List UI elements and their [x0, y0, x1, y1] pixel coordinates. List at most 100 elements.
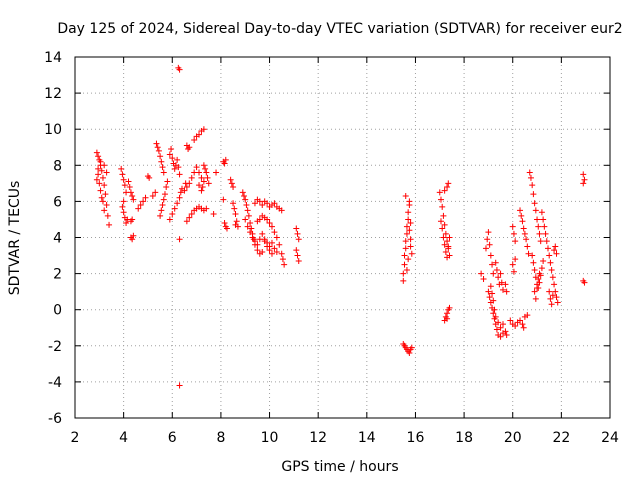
data-point	[161, 191, 168, 198]
data-point	[188, 174, 195, 181]
data-point	[120, 198, 127, 205]
data-point	[186, 214, 193, 221]
data-point	[553, 294, 560, 301]
data-point	[96, 180, 103, 187]
data-point	[242, 216, 249, 223]
data-point	[254, 241, 261, 248]
x-tick-label: 8	[216, 430, 225, 446]
data-point	[484, 236, 491, 243]
data-point	[248, 225, 255, 232]
data-point	[442, 248, 449, 255]
data-point	[125, 178, 132, 185]
data-point	[493, 326, 500, 333]
data-point	[485, 229, 492, 236]
data-point	[520, 225, 527, 232]
axis-ticks	[74, 56, 611, 419]
data-point	[203, 205, 210, 212]
data-point	[259, 248, 266, 255]
data-point	[233, 218, 240, 225]
data-point	[492, 259, 499, 266]
data-point	[541, 223, 548, 230]
data-point	[517, 207, 524, 214]
data-point	[130, 232, 137, 239]
x-tick-label: 10	[261, 430, 279, 446]
x-tick-label: 18	[455, 430, 473, 446]
data-point	[278, 250, 285, 257]
data-point	[142, 194, 149, 201]
data-point	[99, 198, 106, 205]
y-tick-label: 6	[53, 194, 62, 210]
data-point	[551, 247, 558, 254]
data-point	[202, 165, 209, 172]
data-point	[98, 194, 105, 201]
data-point	[247, 220, 254, 227]
data-point	[276, 241, 283, 248]
data-point	[402, 238, 409, 245]
data-point	[509, 223, 516, 230]
data-point	[168, 146, 175, 153]
data-point	[106, 221, 113, 228]
data-point	[259, 202, 266, 209]
data-point	[153, 140, 160, 147]
data-point	[536, 230, 543, 237]
data-point	[93, 149, 100, 156]
data-point	[542, 230, 549, 237]
data-point	[221, 160, 228, 167]
data-point	[281, 261, 288, 268]
data-point	[492, 313, 499, 320]
data-point	[405, 216, 412, 223]
data-point	[261, 236, 268, 243]
data-point	[135, 205, 142, 212]
data-point	[524, 312, 531, 319]
data-point	[157, 212, 164, 219]
y-tick-labels: -6 -4 -2 0 2 4 6 8 10 12 14	[44, 50, 62, 427]
data-point	[203, 169, 210, 176]
data-point	[268, 223, 275, 230]
data-point	[174, 156, 181, 163]
data-point	[502, 281, 509, 288]
data-point	[581, 176, 588, 183]
data-point	[403, 223, 410, 230]
data-point	[402, 245, 409, 252]
data-point	[442, 230, 449, 237]
data-point	[408, 344, 415, 351]
data-point	[171, 165, 178, 172]
data-point	[239, 189, 246, 196]
x-tick-label: 16	[407, 430, 425, 446]
data-point	[176, 382, 183, 389]
data-point	[121, 182, 128, 189]
data-point	[497, 324, 504, 331]
data-point	[266, 220, 273, 227]
data-point	[196, 131, 203, 138]
data-point	[140, 198, 147, 205]
data-point	[580, 180, 587, 187]
data-point	[552, 288, 559, 295]
data-point	[243, 202, 250, 209]
data-point	[232, 211, 239, 218]
data-point	[446, 234, 453, 241]
data-point	[129, 216, 136, 223]
data-point	[294, 230, 301, 237]
x-tick-label: 20	[504, 430, 522, 446]
data-point	[158, 207, 165, 214]
data-point	[406, 198, 413, 205]
data-point	[200, 126, 207, 133]
data-point	[126, 183, 133, 190]
data-point	[264, 216, 271, 223]
data-point	[439, 203, 446, 210]
data-point	[547, 259, 554, 266]
data-point	[580, 171, 587, 178]
data-point	[93, 176, 100, 183]
data-point	[403, 230, 410, 237]
data-point	[234, 223, 241, 230]
data-point	[99, 174, 106, 181]
data-point	[228, 180, 235, 187]
data-point	[530, 259, 537, 266]
data-point	[245, 212, 252, 219]
data-point	[437, 218, 444, 225]
data-point	[95, 165, 102, 172]
data-point	[495, 274, 502, 281]
data-point	[103, 202, 110, 209]
data-point	[230, 183, 237, 190]
data-point	[119, 171, 126, 178]
